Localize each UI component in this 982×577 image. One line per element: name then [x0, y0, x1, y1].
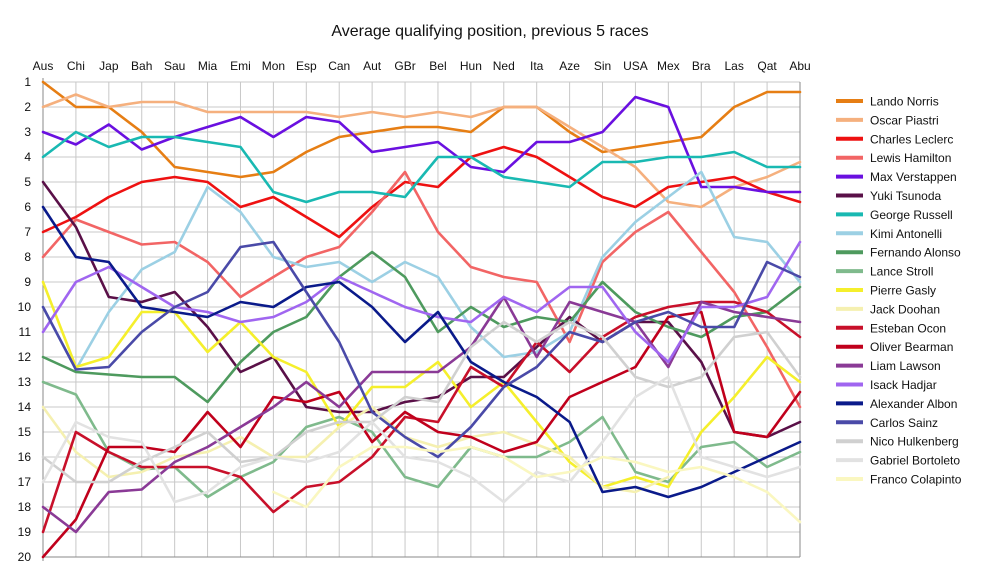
y-tick-label: 15 [18, 425, 32, 439]
y-tick-label: 17 [18, 475, 32, 489]
legend-label-jack-doohan: Jack Doohan [870, 302, 940, 316]
series-line-fernando-alonso [41, 250, 802, 404]
x-tick-label: Can [328, 59, 350, 73]
y-tick-label: 20 [18, 550, 32, 564]
y-tick-label: 10 [18, 300, 32, 314]
y-tick-label: 1 [24, 75, 31, 89]
x-tick-label: Emi [230, 59, 251, 73]
legend-label-lando-norris: Lando Norris [870, 95, 939, 109]
x-tick-label: Aus [33, 59, 54, 73]
legend-label-pierre-gasly: Pierre Gasly [870, 284, 936, 298]
y-tick-label: 8 [24, 250, 31, 264]
x-tick-label: Chi [67, 59, 85, 73]
y-tick-label: 5 [24, 175, 31, 189]
y-tick-label: 7 [24, 225, 31, 239]
x-tick-label: USA [623, 59, 648, 73]
series-line-lando-norris [41, 80, 802, 179]
legend-label-george-russell: George Russell [870, 208, 953, 222]
x-tick-label: Las [724, 59, 743, 73]
x-tick-label: Sin [594, 59, 611, 73]
x-tick-label: GBr [394, 59, 415, 73]
x-tick-label: Bah [131, 59, 152, 73]
x-tick-label: Hun [460, 59, 482, 73]
series-line-gabriel-bortoleto [41, 375, 802, 504]
series-line-oliver-bearman [41, 310, 802, 559]
series-line-nico-hulkenberg [41, 320, 802, 484]
legend-label-fernando-alonso: Fernando Alonso [870, 246, 961, 260]
x-tick-label: Aze [559, 59, 580, 73]
legend-label-lewis-hamilton: Lewis Hamilton [870, 151, 951, 165]
series-line-liam-lawson [41, 295, 802, 534]
y-tick-label: 12 [18, 350, 32, 364]
series-line-franco-colapinto [272, 445, 802, 524]
y-tick-label: 3 [24, 125, 31, 139]
chart-title: Average qualifying position, previous 5 … [331, 23, 648, 40]
x-tick-label: Mia [198, 59, 218, 73]
series-line-oscar-piastri [41, 93, 802, 209]
y-tick-label: 2 [24, 100, 31, 114]
series-line-kimi-antonelli [41, 170, 802, 371]
legend-label-nico-hulkenberg: Nico Hulkenberg [870, 435, 959, 449]
y-tick-label: 9 [24, 275, 31, 289]
legend: Lando Norris Oscar Piastri Charles Leclerc… [836, 95, 962, 487]
legend-label-isack-hadjar: Isack Hadjar [870, 378, 937, 392]
legend-label-max-verstappen: Max Verstappen [870, 170, 957, 184]
y-tick-label: 18 [18, 500, 32, 514]
x-tick-label: Ned [493, 59, 515, 73]
x-tick-label: Mon [262, 59, 285, 73]
series-line-charles-leclerc [41, 145, 802, 239]
x-tick-label: Bra [692, 59, 711, 73]
y-tick-label: 13 [18, 375, 32, 389]
legend-label-gabriel-bortoleto: Gabriel Bortoleto [870, 454, 960, 468]
legend-label-oscar-piastri: Oscar Piastri [870, 113, 939, 127]
x-tick-label: Aut [363, 59, 382, 73]
legend-label-lance-stroll: Lance Stroll [870, 265, 933, 279]
legend-label-alexander-albon: Alexander Albon [870, 397, 957, 411]
y-tick-label: 19 [18, 525, 32, 539]
x-tick-label: Qat [757, 59, 777, 73]
legend-label-oliver-bearman: Oliver Bearman [870, 340, 953, 354]
series-line-george-russell [41, 130, 802, 204]
legend-label-yuki-tsunoda: Yuki Tsunoda [870, 189, 941, 203]
legend-label-liam-lawson: Liam Lawson [870, 359, 941, 373]
series-line-isack-hadjar [41, 240, 802, 364]
series-line-max-verstappen [41, 95, 802, 194]
x-tick-label: Ita [530, 59, 544, 73]
x-tick-label: Sau [164, 59, 185, 73]
x-tick-label: Abu [789, 59, 810, 73]
y-tick-label: 14 [18, 400, 32, 414]
series-line-lewis-hamilton [41, 170, 802, 409]
series-line-carlos-sainz [41, 240, 802, 459]
legend-label-esteban-ocon: Esteban Ocon [870, 321, 946, 335]
x-tick-label: Bel [429, 59, 446, 73]
x-tick-label: Mex [657, 59, 680, 73]
legend-label-carlos-sainz: Carlos Sainz [870, 416, 938, 430]
x-tick-label: Esp [296, 59, 317, 73]
y-tick-label: 11 [19, 325, 32, 339]
y-tick-label: 4 [24, 150, 31, 164]
series-lines [41, 80, 802, 559]
legend-label-charles-leclerc: Charles Leclerc [870, 132, 953, 146]
legend-label-franco-colapinto: Franco Colapinto [870, 473, 962, 487]
x-tick-label: Jap [99, 59, 119, 73]
x-tick-labels: Aus Chi Jap Bah Sau Mia Emi Mon Esp Can Aut GBr Bel H… [33, 59, 811, 73]
y-tick-label: 16 [18, 450, 32, 464]
legend-label-kimi-antonelli: Kimi Antonelli [870, 227, 942, 241]
y-tick-label: 6 [24, 200, 31, 214]
